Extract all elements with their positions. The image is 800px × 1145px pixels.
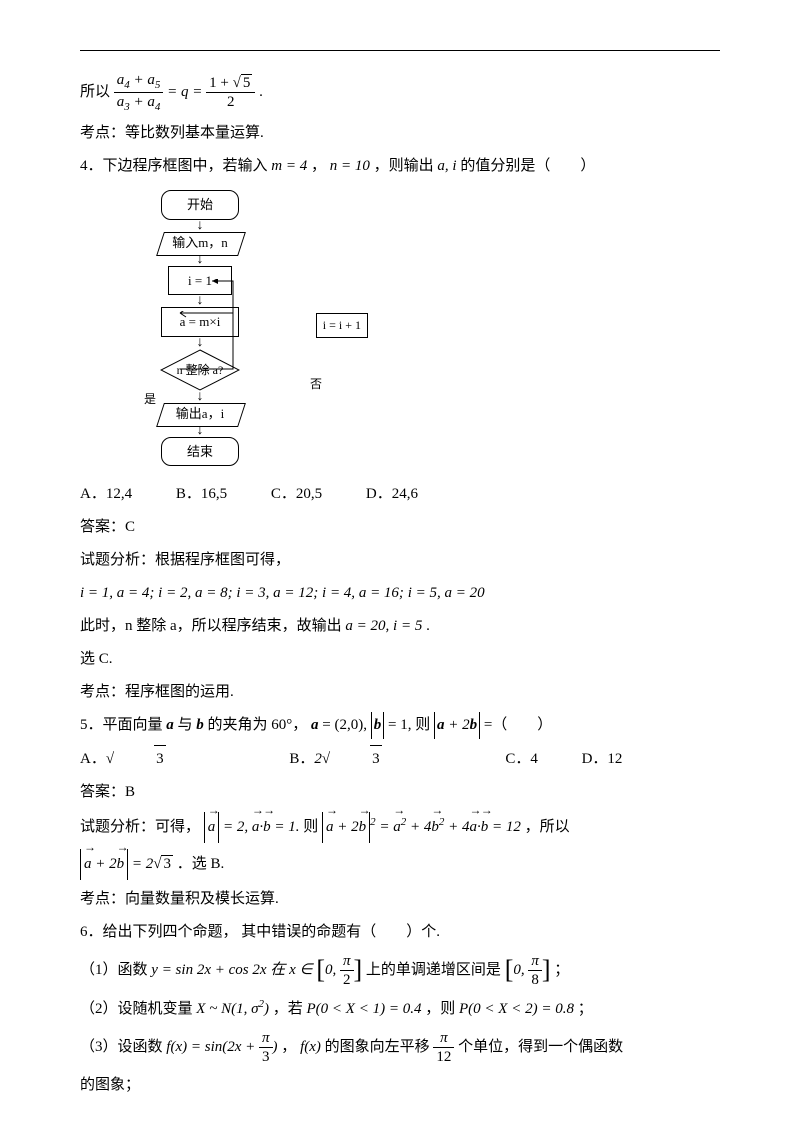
opt-b[interactable]: B．16,5 xyxy=(176,481,227,508)
flow-output: 输出a，i xyxy=(160,403,240,425)
analysis-5: 试题分析：可得， a = 2, a·b = 1. 则 a + 2b2 = a2 … xyxy=(80,812,720,843)
end-4: 此时，n 整除 a，所以程序结束，故输出 a = 20, i = 5 . xyxy=(80,613,720,640)
flow-ii1: i = i + 1 xyxy=(316,313,368,339)
prop-3b: 的图象； xyxy=(80,1072,720,1099)
prop-1: （1）函数 y = sin 2x + cos 2x 在 x ∈ [0, π2] … xyxy=(80,952,720,989)
flowchart: 开始 ↓ 输入m，n ↓ i = 1 ↓ a = m×i ↓ n 整除 a? i… xyxy=(100,190,300,466)
kaodian-5: 考点：向量数量积及模长运算. xyxy=(80,886,720,913)
flow-end: 结束 xyxy=(161,437,239,466)
answer-4: 答案：C xyxy=(80,514,720,541)
t: . xyxy=(259,84,263,100)
header-rule xyxy=(80,50,720,51)
question-4: 4．下边程序框图中，若输入 m = 4 ， n = 10 ，则输出 a, i 的… xyxy=(80,153,720,180)
opt-a[interactable]: A．12,4 xyxy=(80,481,132,508)
prop-2: （2）设随机变量 X ~ N(1, σ2) ，若 P(0 < X < 1) = … xyxy=(80,995,720,1023)
opt-d[interactable]: D．24,6 xyxy=(366,481,418,508)
sel-c: 选 C. xyxy=(80,646,720,673)
result-5: a + 2b = 2√3 ．选 B. xyxy=(80,849,720,880)
opt-c[interactable]: C．4 xyxy=(505,746,538,773)
flow-input: 输入m，n xyxy=(160,232,240,254)
analysis-4: 试题分析：根据程序框图可得， xyxy=(80,547,720,574)
opt-d[interactable]: D．12 xyxy=(582,746,623,773)
q5-options: A．√3 B．2√3 C．4 D．12 xyxy=(80,745,720,773)
q4-options: A．12,4 B．16,5 C．20,5 D．24,6 xyxy=(80,481,720,508)
eq: = q = xyxy=(167,84,206,100)
question-6: 6．给出下列四个命题， 其中错误的命题有（ ）个. xyxy=(80,919,720,946)
flow-yes: 是 xyxy=(144,389,156,411)
opt-c[interactable]: C．20,5 xyxy=(271,481,322,508)
opt-b[interactable]: B．2√3 xyxy=(289,745,461,773)
opt-a[interactable]: A．√3 xyxy=(80,745,246,773)
question-5: 5．平面向量 a 与 b 的夹角为 60°， a = (2,0), b = 1,… xyxy=(80,712,720,739)
t: 所以 xyxy=(80,84,114,100)
flow-no: 否 xyxy=(310,374,322,396)
kaodian-1: 考点：等比数列基本量运算. xyxy=(80,120,720,147)
seq-4: i = 1, a = 4; i = 2, a = 8; i = 3, a = 1… xyxy=(80,580,720,607)
kaodian-4: 考点：程序框图的运用. xyxy=(80,679,720,706)
flow-start: 开始 xyxy=(161,190,239,219)
prop-3: （3）设函数 f(x) = sin(2x + π3) ， f(x) 的图象向左平… xyxy=(80,1029,720,1066)
line-ratio: 所以 a4 + a5a3 + a4 = q = 1 + √52 . xyxy=(80,71,720,114)
